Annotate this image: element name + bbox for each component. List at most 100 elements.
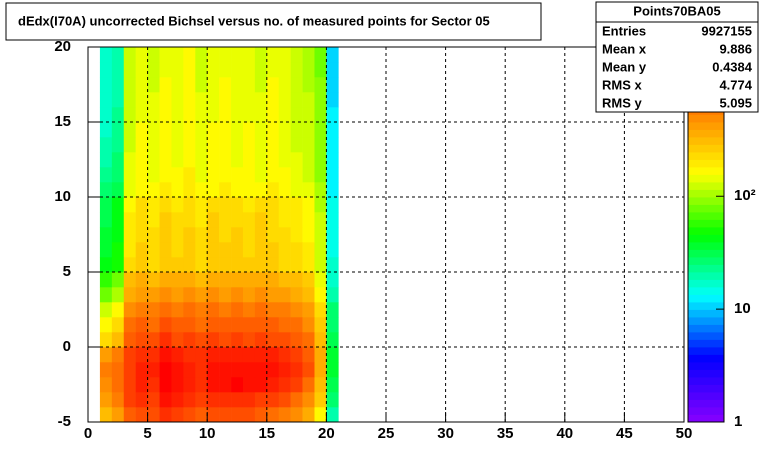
heatmap-cell <box>278 242 291 258</box>
heatmap-cell <box>147 227 160 243</box>
heatmap-cell <box>135 212 148 228</box>
heatmap-cell <box>99 122 113 138</box>
palette-box <box>688 137 724 145</box>
heatmap-cell <box>290 77 303 93</box>
heatmap-cell <box>207 287 220 303</box>
heatmap-cell <box>147 92 160 108</box>
heatmap-cell <box>123 242 136 258</box>
heatmap-cell <box>314 392 327 408</box>
heatmap-cell <box>195 392 208 408</box>
heatmap-cell <box>242 137 256 153</box>
heatmap-cell <box>147 137 160 153</box>
heatmap-cell <box>254 122 268 138</box>
palette-box <box>688 347 724 355</box>
heatmap-cell <box>171 122 184 138</box>
palette-box <box>688 407 724 415</box>
heatmap-cell <box>219 332 232 348</box>
heatmap-cell <box>171 182 184 198</box>
heatmap-cell <box>290 62 303 78</box>
heatmap-cell <box>231 347 244 363</box>
heatmap-cell <box>302 287 315 303</box>
heatmap-cell <box>242 302 256 318</box>
heatmap-cell <box>242 317 256 333</box>
heatmap-cell <box>171 242 184 258</box>
heatmap-cell <box>195 347 208 363</box>
heatmap-cell <box>278 182 291 198</box>
heatmap-cell <box>99 167 113 183</box>
heatmap-cell <box>195 62 208 78</box>
heatmap-cell <box>207 107 220 123</box>
heatmap-cell <box>147 272 160 288</box>
heatmap-cell <box>207 152 220 168</box>
heatmap-cell <box>207 122 220 138</box>
heatmap-cell <box>171 227 184 243</box>
heatmap-cell <box>290 107 303 123</box>
heatmap-cell <box>147 407 160 423</box>
heatmap-cell <box>207 242 220 258</box>
heatmap-cell <box>266 182 280 198</box>
heatmap-cell <box>254 182 268 198</box>
heatmap-cell <box>278 302 291 318</box>
heatmap-cell <box>290 257 303 273</box>
x-tick-label: 40 <box>556 425 573 442</box>
heatmap-cell <box>266 227 280 243</box>
heatmap-cell <box>314 377 327 393</box>
heatmap-cell <box>278 62 291 78</box>
palette-box <box>688 159 724 168</box>
heatmap-cell <box>207 392 220 408</box>
heatmap-cell <box>231 392 244 408</box>
heatmap-cell <box>159 257 172 273</box>
heatmap-cell <box>278 152 291 168</box>
x-tick-label: 35 <box>497 425 514 442</box>
heatmap-cell <box>326 287 339 303</box>
heatmap-cell <box>195 407 208 423</box>
heatmap-cell <box>135 47 148 63</box>
heatmap-cell <box>231 197 244 213</box>
heatmap-cell <box>135 62 148 78</box>
heatmap-cell <box>278 392 291 408</box>
heatmap-cell <box>183 92 196 108</box>
heatmap-cell <box>266 77 280 93</box>
heatmap-cell <box>99 137 113 153</box>
heatmap-cell <box>266 152 280 168</box>
heatmap-cell <box>171 302 184 318</box>
heatmap-cell <box>111 212 125 228</box>
heatmap-cell <box>147 212 160 228</box>
heatmap-cell <box>111 392 125 408</box>
stats-frame <box>595 1 759 113</box>
heatmap-cell <box>159 107 172 123</box>
heatmap-cell <box>195 332 208 348</box>
y-tick-label: 0 <box>63 338 71 355</box>
heatmap-cell <box>135 287 148 303</box>
heatmap-cell <box>219 152 232 168</box>
heatmap-cell <box>290 407 303 423</box>
heatmap-cell <box>219 272 232 288</box>
heatmap-cell <box>242 62 256 78</box>
heatmap-cell <box>242 257 256 273</box>
heatmap-cell <box>302 302 315 318</box>
palette-box <box>688 129 724 138</box>
x-tick-label: 5 <box>143 425 151 442</box>
heatmap-cell <box>314 182 327 198</box>
heatmap-cell <box>147 167 160 183</box>
y-tick-label: 15 <box>54 113 71 130</box>
heatmap-cell <box>171 287 184 303</box>
palette-box <box>688 324 724 333</box>
heatmap-cell <box>183 347 196 363</box>
heatmap-cell <box>195 212 208 228</box>
heatmap-cell <box>123 77 136 93</box>
heatmap-cell <box>207 302 220 318</box>
heatmap-cell <box>159 62 172 78</box>
stats-label: RMS x <box>602 77 643 92</box>
heatmap-cell <box>171 77 184 93</box>
heatmap-cell <box>135 377 148 393</box>
heatmap-cell <box>302 272 315 288</box>
heatmap-cell <box>314 257 327 273</box>
heatmap-cell <box>111 122 125 138</box>
heatmap-cell <box>135 152 148 168</box>
heatmap-cell <box>123 362 136 378</box>
heatmap-cell <box>171 272 184 288</box>
heatmap-cell <box>111 302 125 318</box>
heatmap-cell <box>207 377 220 393</box>
